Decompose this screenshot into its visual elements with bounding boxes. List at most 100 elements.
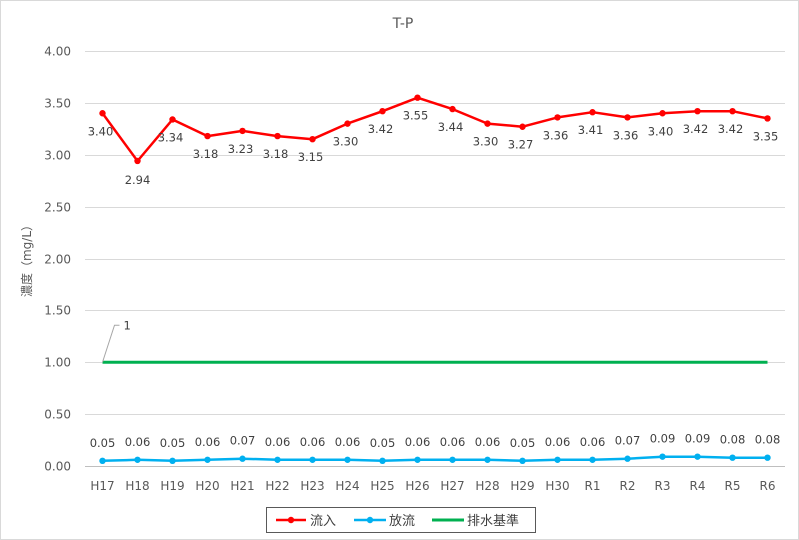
x-tick-label: R1: [585, 479, 601, 493]
x-tick-label: H19: [160, 479, 184, 493]
data-label: 0.06: [195, 435, 221, 449]
data-label: 0.07: [615, 434, 641, 448]
data-point: [694, 453, 701, 460]
data-label: 3.36: [543, 128, 569, 142]
data-label: 0.05: [160, 436, 186, 450]
x-tick-label: H30: [545, 479, 569, 493]
data-label: 0.06: [440, 435, 466, 449]
data-label: 0.09: [650, 432, 676, 446]
data-point: [239, 127, 246, 135]
data-point: [134, 157, 141, 165]
data-point: [449, 105, 456, 113]
data-label: 3.41: [578, 123, 604, 137]
legend-label: 排水基準: [467, 513, 519, 529]
x-tick-label: R5: [725, 479, 741, 493]
x-tick-label: H20: [195, 479, 219, 493]
x-axis-ticks: H17 H18 H19 H20 H21 H22 H23 H24 H25 H26 H27 H28 H29 H…: [90, 479, 775, 493]
data-point: [729, 454, 736, 461]
legend-box: [266, 507, 536, 533]
x-tick-label: R4: [690, 479, 706, 493]
data-label: 0.05: [90, 436, 116, 450]
data-point: [589, 109, 596, 116]
data-point: [414, 94, 421, 101]
data-label: 0.05: [370, 436, 396, 450]
data-label: 3.36: [613, 128, 639, 142]
data-label: 3.15: [298, 150, 324, 164]
x-tick-label: H29: [510, 479, 534, 493]
data-point: [344, 120, 351, 127]
legend-label: 放流: [389, 514, 415, 529]
data-point: [169, 116, 176, 123]
annotation-leader: [102, 324, 120, 363]
data-label: 0.06: [300, 435, 326, 449]
data-label: 3.55: [403, 109, 429, 123]
data-label: 0.06: [125, 435, 151, 449]
data-point: [414, 456, 421, 463]
data-label: 3.18: [263, 147, 289, 161]
series-inflow: [99, 94, 771, 165]
data-label: 3.40: [88, 124, 114, 138]
data-point: [204, 132, 211, 140]
y-tick-label: 2.50: [44, 201, 71, 215]
data-label: 0.06: [335, 435, 361, 449]
data-label: 0.06: [545, 435, 571, 449]
legend-item-inflow: 流入: [276, 514, 336, 529]
data-point: [729, 107, 736, 115]
data-point: [764, 454, 771, 461]
data-point: [309, 456, 316, 463]
annotation-label: 1: [124, 318, 131, 332]
y-tick-label: 4.00: [44, 45, 71, 59]
x-tick-label: H24: [335, 479, 359, 493]
data-label: 0.06: [405, 435, 431, 449]
data-point: [169, 457, 176, 465]
legend-marker: [366, 516, 374, 524]
data-label: 3.42: [683, 122, 709, 136]
data-point: [624, 455, 631, 462]
y-axis-ticks: 0.00 0.50 1.00 1.50 2.00 2.50 3.00 3.50 4.00: [44, 45, 71, 474]
data-point: [624, 114, 631, 121]
data-point: [519, 457, 526, 465]
data-label: 0.06: [475, 435, 501, 449]
data-point: [309, 135, 316, 143]
data-point: [554, 114, 561, 121]
data-point: [519, 123, 526, 130]
series-line: [101, 96, 768, 163]
x-tick-label: H25: [370, 479, 394, 493]
data-point: [274, 132, 281, 140]
x-tick-label: H23: [300, 479, 324, 493]
data-point: [449, 456, 456, 463]
data-point: [659, 453, 666, 460]
x-tick-label: H22: [265, 479, 289, 493]
x-tick-label: H17: [90, 479, 114, 493]
data-label: 3.30: [473, 135, 499, 149]
data-label: 0.05: [510, 436, 536, 450]
y-tick-label: 0.50: [44, 408, 71, 422]
legend-label: 流入: [310, 514, 336, 529]
data-point: [659, 110, 666, 117]
y-tick-label: 1.00: [44, 356, 71, 370]
y-tick-label: 1.50: [44, 304, 71, 318]
data-label: 3.40: [648, 124, 674, 138]
data-label: 3.44: [438, 120, 464, 134]
data-label: 3.30: [333, 135, 359, 149]
data-label: 3.34: [158, 130, 184, 144]
x-tick-label: R6: [760, 479, 776, 493]
data-label: 0.08: [720, 433, 746, 447]
data-point: [379, 107, 386, 115]
data-point: [764, 115, 771, 122]
data-point: [554, 456, 561, 463]
series-line: [102, 455, 768, 463]
data-point: [484, 120, 491, 127]
y-tick-label: 3.00: [44, 149, 71, 163]
data-point: [99, 457, 106, 465]
data-labels: 3.40 2.94 3.34 3.18 3.23 3.18 3.15 3.30 3.42 3.55…: [88, 109, 781, 450]
data-label: 0.06: [265, 435, 291, 449]
data-point: [694, 107, 701, 115]
y-tick-label: 0.00: [44, 460, 71, 474]
x-tick-label: H27: [440, 479, 464, 493]
data-point: [379, 457, 386, 465]
data-point: [274, 456, 281, 463]
data-label: 3.27: [508, 138, 534, 152]
